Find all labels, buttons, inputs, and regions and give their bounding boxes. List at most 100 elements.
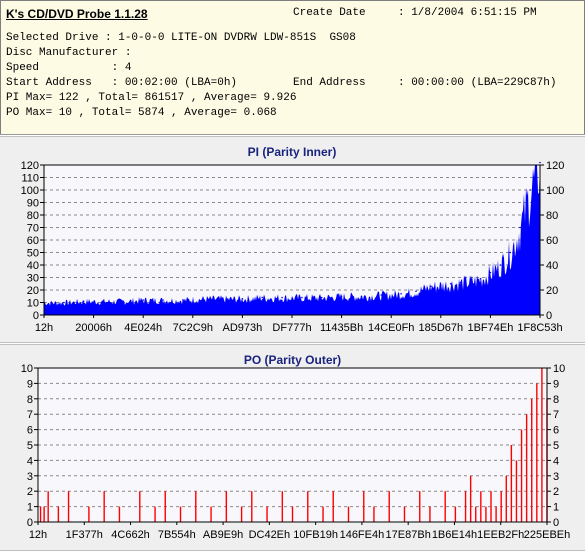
- y-tick-label-right: 100: [546, 185, 564, 197]
- create-date-label: Create Date: [293, 7, 366, 19]
- pi-data-point: [281, 296, 283, 299]
- x-tick-label: DF777h: [272, 322, 311, 334]
- pi-data-point: [82, 300, 85, 303]
- po-bar: [541, 368, 543, 522]
- po-bar: [388, 491, 390, 522]
- pi-data-point: [340, 295, 343, 298]
- y-tick-label: 80: [27, 210, 39, 222]
- x-tick-label: 7C2C9h: [173, 322, 213, 334]
- po-bar: [531, 398, 533, 522]
- x-tick-label: 146FE4h: [340, 529, 385, 541]
- po-bar: [419, 491, 421, 522]
- pi-data-point: [221, 297, 224, 300]
- po-bar: [67, 491, 70, 522]
- pi-chart-panel: PI (Parity Inner) 0 10 20 30 40 50 60 70 80 90 100 1…: [0, 136, 585, 343]
- po-bar: [510, 445, 513, 522]
- pi-data-point: [142, 299, 144, 301]
- y-tick-label-right: 4: [553, 455, 559, 467]
- y-tick-label-right: 1: [553, 502, 559, 514]
- x-tick-label: 14CE0Fh: [368, 322, 414, 334]
- y-tick-label-right: 3: [553, 471, 559, 483]
- po-bar: [480, 491, 482, 522]
- y-tick-label-right: 0: [546, 310, 552, 322]
- y-tick-label: 60: [27, 235, 39, 247]
- pi-area-series: [44, 165, 540, 315]
- po-bar: [281, 491, 284, 522]
- po-bar: [225, 491, 228, 522]
- x-tick-label: 17E87Bh: [386, 529, 431, 541]
- po-bar: [485, 506, 487, 522]
- y-tick-label: 40: [27, 260, 39, 272]
- pi-data-point: [301, 296, 303, 299]
- po-bar: [505, 475, 507, 522]
- po-bar: [495, 506, 497, 522]
- y-tick-label-right: 2: [553, 486, 559, 498]
- y-tick-label-right: 8: [553, 394, 559, 406]
- pi-data-point: [459, 281, 462, 284]
- disc-manufacturer: Disc Manufacturer :: [6, 47, 132, 59]
- y-tick-label-right: 0: [553, 517, 559, 529]
- y-tick-label: 70: [27, 223, 39, 235]
- po-bar: [429, 506, 431, 522]
- pi-data-point: [519, 226, 521, 229]
- po-bar: [154, 506, 156, 522]
- y-tick-label: 0: [27, 517, 33, 529]
- po-bar: [347, 506, 350, 522]
- y-tick-label: 120: [21, 160, 39, 172]
- y-tick-label: 1: [27, 502, 33, 514]
- po-bar: [536, 383, 538, 522]
- po-bar: [103, 491, 105, 522]
- po-bar: [139, 491, 141, 522]
- y-tick-label: 10: [27, 298, 39, 310]
- pi-summary: PI Max= 122 , Total= 861517 , Average= 9…: [6, 92, 297, 104]
- y-tick-label-right: 60: [546, 235, 558, 247]
- chart-title: PI (Parity Inner): [248, 145, 337, 159]
- pi-chart: PI (Parity Inner)01020304050607080901001…: [21, 145, 565, 334]
- po-bar: [469, 475, 472, 522]
- po-bar: [266, 506, 268, 522]
- y-tick-label: 20: [27, 285, 39, 297]
- x-tick-label: 1BF74Eh: [467, 322, 513, 334]
- separator: [0, 134, 585, 135]
- speed: Speed : 4: [6, 62, 132, 74]
- po-bar: [118, 506, 121, 522]
- po-bar: [520, 429, 523, 522]
- y-tick-label: 5: [27, 440, 33, 452]
- pi-data-point: [509, 251, 512, 254]
- y-tick-label: 3: [27, 471, 33, 483]
- po-bar: [490, 491, 492, 522]
- pi-data-point: [430, 285, 432, 288]
- end-address-label: End Address: [293, 77, 366, 89]
- po-bar: [179, 506, 182, 522]
- x-tick-label: DC42Eh: [249, 529, 291, 541]
- pi-data-point: [469, 280, 472, 283]
- po-bar: [515, 460, 518, 522]
- pi-data-point: [201, 297, 204, 300]
- po-bar: [43, 506, 45, 522]
- po-bar: [322, 506, 324, 522]
- pi-data-point: [479, 277, 482, 280]
- pi-data-point: [489, 271, 492, 274]
- x-tick-label: 11435Bh: [320, 322, 363, 334]
- po-bar: [475, 506, 477, 522]
- x-tick-label: 225EBEh: [524, 529, 570, 541]
- x-tick-label: 1F377h: [66, 529, 103, 541]
- y-tick-label-right: 9: [553, 378, 559, 390]
- app-title: K's CD/DVD Probe 1.1.28: [6, 7, 148, 21]
- pi-data-point: [400, 292, 402, 295]
- x-tick-label: 1F8C53h: [517, 322, 562, 334]
- y-tick-label-right: 6: [553, 425, 559, 437]
- pi-data-point: [182, 299, 184, 301]
- y-tick-label-right: 20: [546, 285, 558, 297]
- x-tick-label: 4C662h: [111, 529, 150, 541]
- y-tick-label: 110: [21, 173, 39, 185]
- pi-data-point: [122, 300, 125, 303]
- po-bar: [332, 491, 334, 522]
- po-bar: [47, 491, 49, 522]
- chart-title: PO (Parity Outer): [244, 353, 341, 367]
- pi-data-point: [440, 284, 442, 286]
- pi-data-point: [539, 161, 541, 164]
- y-tick-label: 10: [21, 363, 33, 375]
- y-tick-label-right: 5: [553, 440, 559, 452]
- y-tick-label: 6: [27, 425, 33, 437]
